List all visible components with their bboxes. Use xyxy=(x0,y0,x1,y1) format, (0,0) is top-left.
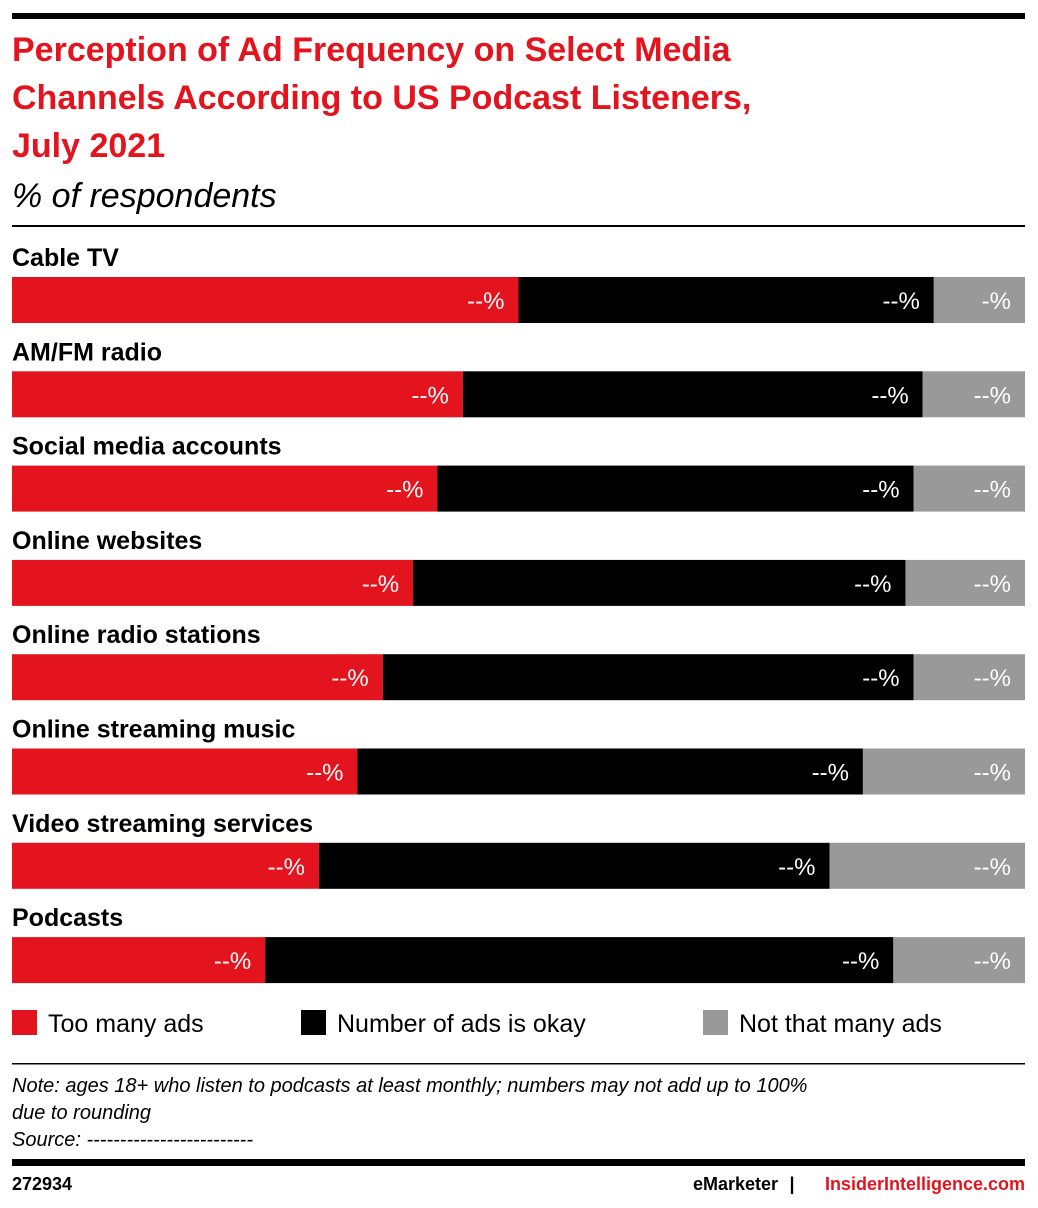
footer-site: InsiderIntelligence.com xyxy=(825,1174,1025,1194)
value-label: --% xyxy=(974,665,1011,692)
bar-segment xyxy=(893,937,1025,984)
bar-segment xyxy=(862,748,1025,795)
bar-segment xyxy=(922,371,1025,418)
value-label: --% xyxy=(467,288,504,315)
value-label: --% xyxy=(778,854,815,881)
category-label: AM/FM radio xyxy=(12,338,162,366)
note: Note: ages 18+ who listen to podcasts at… xyxy=(12,1075,807,1097)
category-label: Video streaming services xyxy=(12,810,313,838)
category-label: Online websites xyxy=(12,527,202,555)
bar-segment xyxy=(829,842,1025,889)
title-rule xyxy=(12,225,1025,227)
value-label: --% xyxy=(842,948,879,975)
value-label: --% xyxy=(974,760,1011,787)
category-label: Social media accounts xyxy=(12,433,282,461)
chart-title: Channels According to US Podcast Listene… xyxy=(12,79,751,117)
value-label: --% xyxy=(871,382,908,409)
footer-brand: eMarketer xyxy=(693,1174,778,1194)
bar-segment xyxy=(265,937,894,984)
chart-title: Perception of Ad Frequency on Select Med… xyxy=(12,31,732,69)
bar-segment xyxy=(12,654,383,701)
category-label: Online radio stations xyxy=(12,621,261,649)
bar-segment xyxy=(913,465,1025,512)
value-label: --% xyxy=(812,760,849,787)
note: due to rounding xyxy=(12,1102,151,1124)
value-label: --% xyxy=(214,948,251,975)
value-label: --% xyxy=(331,665,368,692)
bar-segment xyxy=(12,371,463,418)
bar-segment xyxy=(462,371,923,418)
source: Source: ------------------------- xyxy=(12,1129,253,1151)
footer-rule xyxy=(12,1159,1025,1166)
value-label: --% xyxy=(306,760,343,787)
chart-subtitle: % of respondents xyxy=(12,177,277,215)
category-label: Online streaming music xyxy=(12,716,296,744)
bar-segment xyxy=(933,277,1025,323)
legend-swatch xyxy=(12,1010,37,1035)
bar-segment xyxy=(318,842,830,889)
bar-segment xyxy=(413,559,906,606)
legend-swatch xyxy=(301,1010,326,1035)
value-label: --% xyxy=(268,854,305,881)
value-label: --% xyxy=(974,854,1011,881)
bar-segment xyxy=(518,277,934,323)
value-label: --% xyxy=(974,477,1011,504)
value-label: --% xyxy=(974,948,1011,975)
category-label: Cable TV xyxy=(12,244,119,272)
bar-segment xyxy=(12,748,358,795)
value-label: --% xyxy=(974,382,1011,409)
legend-label: Number of ads is okay xyxy=(337,1010,586,1038)
bar-segment xyxy=(905,559,1025,606)
value-label: --% xyxy=(411,382,448,409)
value-label: --% xyxy=(862,477,899,504)
bar-segment xyxy=(12,277,519,323)
value-label: -% xyxy=(982,288,1011,315)
legend-label: Too many ads xyxy=(48,1010,204,1038)
value-label: --% xyxy=(386,477,423,504)
chart-id: 272934 xyxy=(12,1174,72,1194)
note-rule xyxy=(12,1063,1025,1065)
bar-segment xyxy=(12,559,414,606)
legend-label: Not that many ads xyxy=(739,1010,942,1038)
value-label: --% xyxy=(862,665,899,692)
category-label: Podcasts xyxy=(12,904,123,932)
value-label: --% xyxy=(854,571,891,598)
bar-segment xyxy=(12,937,266,984)
legend-swatch xyxy=(703,1010,728,1035)
bar-segment xyxy=(382,654,914,701)
value-label: --% xyxy=(362,571,399,598)
value-label: --% xyxy=(883,288,920,315)
top-rule xyxy=(12,13,1025,19)
bar-segment xyxy=(357,748,863,795)
bar-segment xyxy=(12,842,319,889)
bar-segment xyxy=(437,465,914,512)
bar-segment xyxy=(12,465,438,512)
chart-title: July 2021 xyxy=(12,127,165,165)
value-label: --% xyxy=(974,571,1011,598)
bar-segment xyxy=(913,654,1025,701)
footer-separator: | xyxy=(789,1174,794,1194)
